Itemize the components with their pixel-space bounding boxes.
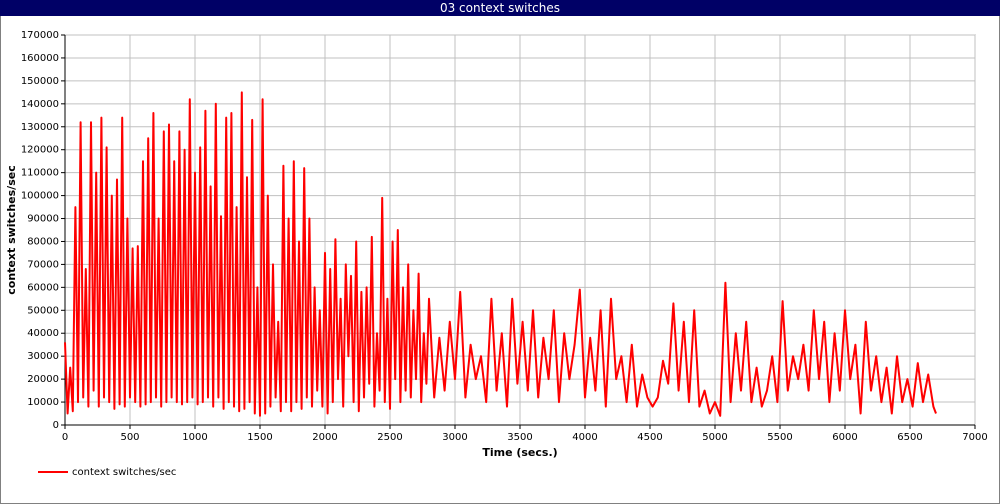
x-tick-label: 6000 <box>832 432 857 443</box>
y-tick-label: 30000 <box>27 351 59 362</box>
x-tick-label: 7000 <box>962 432 987 443</box>
x-tick-label: 1500 <box>247 432 272 443</box>
y-tick-label: 120000 <box>21 145 59 156</box>
y-tick-label: 160000 <box>21 53 59 64</box>
x-tick-label: 4500 <box>637 432 662 443</box>
y-tick-label: 50000 <box>27 305 59 316</box>
y-tick-label: 10000 <box>27 397 59 408</box>
x-tick-label: 5000 <box>702 432 727 443</box>
data-line <box>64 91 937 417</box>
y-tick-label: 130000 <box>21 122 59 133</box>
x-tick-label: 2500 <box>377 432 402 443</box>
y-tick-label: 40000 <box>27 328 59 339</box>
x-axis-label: Time (secs.) <box>482 446 557 459</box>
x-tick-label: 4000 <box>572 432 597 443</box>
legend-label: context switches/sec <box>72 467 176 478</box>
y-tick-label: 110000 <box>21 168 59 179</box>
chart-title: 03 context switches <box>440 1 560 15</box>
x-tick-label: 5500 <box>767 432 792 443</box>
y-tick-label: 20000 <box>27 374 59 385</box>
y-tick-label: 0 <box>53 420 59 431</box>
x-tick-label: 0 <box>62 432 68 443</box>
title-bar <box>0 0 1000 16</box>
y-tick-label: 80000 <box>27 236 59 247</box>
y-tick-label: 100000 <box>21 191 59 202</box>
x-tick-label: 500 <box>120 432 139 443</box>
y-tick-label: 90000 <box>27 214 59 225</box>
x-tick-label: 6500 <box>897 432 922 443</box>
y-tick-label: 150000 <box>21 76 59 87</box>
y-tick-label: 140000 <box>21 99 59 110</box>
y-tick-label: 170000 <box>21 30 59 41</box>
x-tick-label: 1000 <box>182 432 207 443</box>
y-axis-label: context switches/sec <box>5 165 18 294</box>
x-tick-label: 3000 <box>442 432 467 443</box>
y-tick-label: 70000 <box>27 259 59 270</box>
x-tick-label: 3500 <box>507 432 532 443</box>
y-tick-label: 60000 <box>27 282 59 293</box>
x-tick-label: 2000 <box>312 432 337 443</box>
